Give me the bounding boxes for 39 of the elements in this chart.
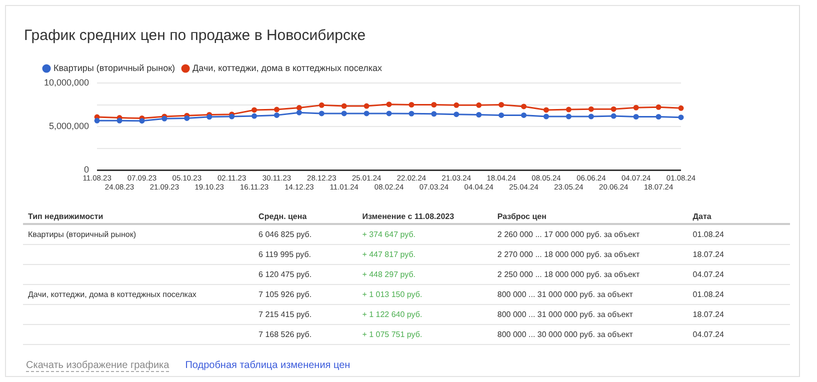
chart-title: График средних цен по продаже в Новосибирске [24,27,366,44]
text: + 1 122 640 руб. [357,304,492,324]
text: + 447 817 руб. [357,244,492,264]
text: 6 046 825 руб. [254,224,358,244]
text: Скачать изображение графика [26,360,170,372]
text: 18.07.24 [688,244,790,264]
text: Дата [688,209,790,224]
text: 04.07.24 [688,324,790,344]
text: Изменение с 11.08.2023 [357,209,492,224]
text: 01.08.24 [688,224,790,244]
text: + 1 075 751 руб. [357,324,492,344]
text: 800 000 ... 30 000 000 руб. за объект [492,324,688,344]
text: 18.07.24 [688,304,790,324]
text: 01.08.24 [688,284,790,304]
text: 800 000 ... 31 000 000 руб. за объект [492,284,688,304]
text: Дачи, коттеджи, дома в коттеджных поселках [23,284,254,304]
legend-label: Квартиры (вторичный рынок) [54,62,176,73]
y-tick-label: 5,000,000 [48,120,90,131]
text: + 448 297 руб. [357,264,492,284]
text: + 1 013 150 руб. [357,284,492,304]
y-tick-label: 10,000,000 [44,77,90,88]
text: Средн. цена [254,209,358,224]
legend-label: Дачи, коттеджи, дома в коттеджных поселках [192,62,382,73]
text: Разброс цен [492,209,688,224]
text: + 374 647 руб. [357,224,492,244]
text: 04.07.24 [688,264,790,284]
text: Тип недвижимости [23,209,254,224]
y-tick-label: 0 [84,164,90,174]
text: Квартиры (вторичный рынок) [23,224,254,244]
text: 2 270 000 ... 18 000 000 руб. за объект [492,244,688,264]
text: 7 105 926 руб. [254,284,358,304]
text: Подробная таблица изменения цен [185,360,350,371]
text: 7 168 526 руб. [254,324,358,344]
text: 6 120 475 руб. [254,264,358,284]
text: 800 000 ... 31 000 000 руб. за объект [492,304,688,324]
text: 6 119 995 руб. [254,244,358,264]
text: 7 215 415 руб. [254,304,358,324]
text: 2 260 000 ... 17 000 000 руб. за объект [492,224,688,244]
text: 2 250 000 ... 18 000 000 руб. за объект [492,264,688,284]
